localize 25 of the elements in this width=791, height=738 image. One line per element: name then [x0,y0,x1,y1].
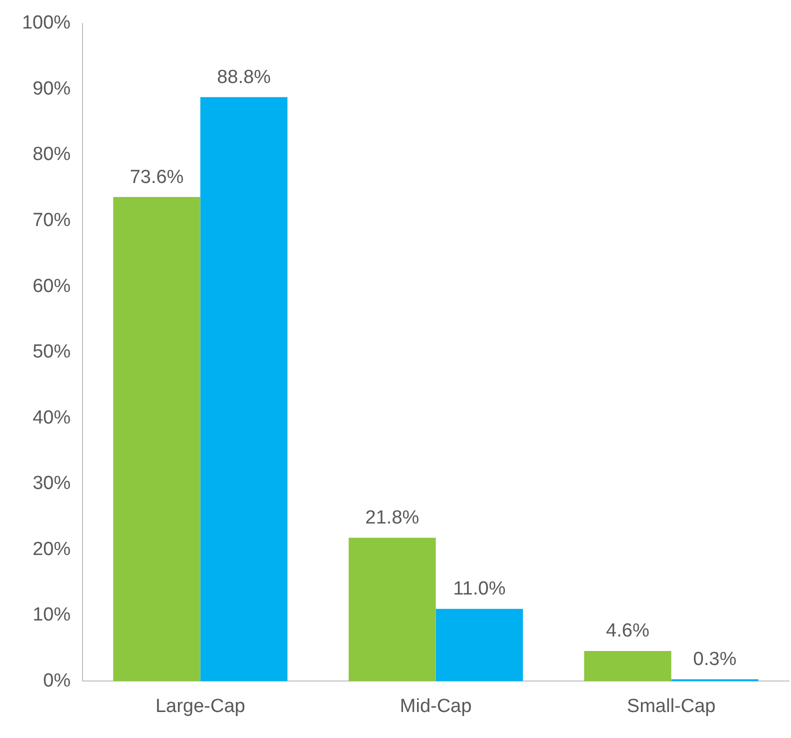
bar [113,197,200,682]
y-tick-label: 60% [32,276,71,297]
y-tick-label: 10% [32,604,71,626]
x-tick-label: Small-Cap [626,696,716,717]
y-tick-label: 40% [32,407,71,428]
data-label: 88.8% [216,66,271,88]
data-label: 4.6% [606,620,650,642]
x-tick-label: Mid-Cap [400,696,472,717]
y-tick-label: 80% [32,144,71,166]
y-tick-label: 30% [32,473,71,494]
data-label: 21.8% [365,508,420,529]
data-label: 0.3% [693,648,737,670]
bar [584,650,672,682]
bar [348,538,436,682]
bar [436,608,523,682]
data-label: 73.6% [130,166,184,188]
y-tick-label: 100% [22,12,71,34]
bar [200,97,288,682]
data-label: 11.0% [453,578,506,600]
y-tick-label: 90% [32,78,71,100]
x-tick-label: Large-Cap [155,696,246,717]
y-tick-label: 0% [43,670,71,692]
y-tick-label: 50% [32,342,71,363]
y-tick-label: 20% [32,538,71,560]
y-tick-label: 70% [32,210,71,231]
